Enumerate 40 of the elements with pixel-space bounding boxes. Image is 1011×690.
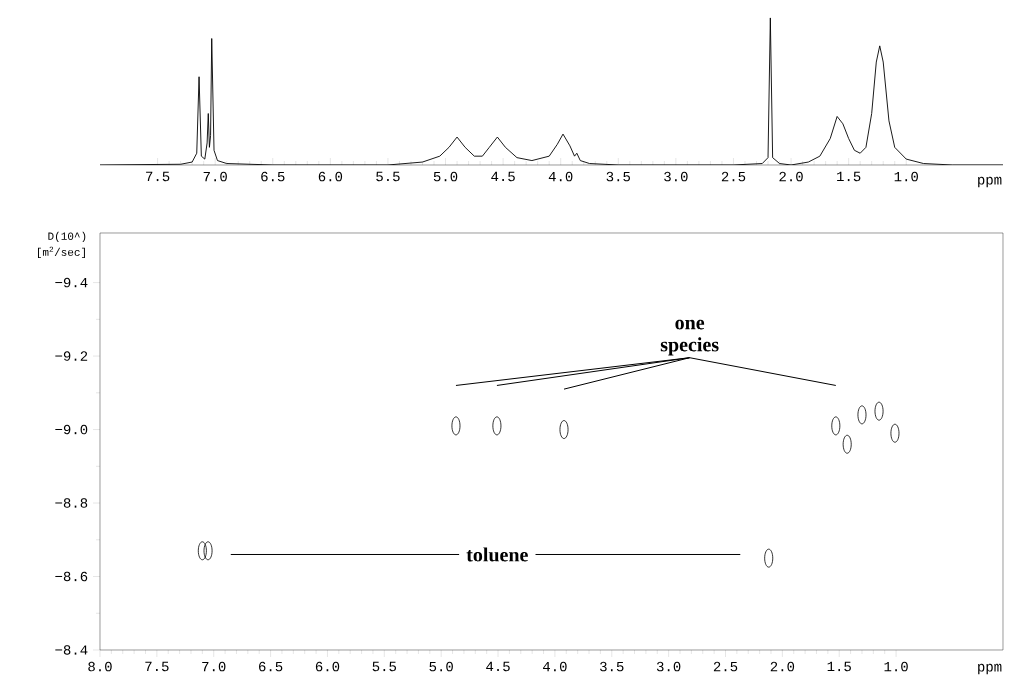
x-tick-label: 3.0 <box>664 171 688 182</box>
x-tick-label: 4.0 <box>543 661 567 672</box>
annotation: toluene <box>466 547 528 562</box>
x-tick-label: 2.5 <box>713 661 738 672</box>
x-tick-label: 1.0 <box>884 661 908 672</box>
x-tick-label: 8.0 <box>88 661 112 672</box>
x-tick-label: 3.5 <box>600 661 624 672</box>
x-tick-label: 6.0 <box>318 171 343 182</box>
x-tick-label: 5.5 <box>372 661 397 672</box>
x-tick-label: 5.5 <box>376 171 400 182</box>
y-tick-label: −8.8 <box>55 498 88 508</box>
x-tick-label: 7.0 <box>203 171 227 182</box>
x-tick-label: 2.5 <box>721 171 746 182</box>
x-tick-label: 6.5 <box>261 171 285 182</box>
y-tick-label: −8.4 <box>55 645 88 655</box>
x-tick-label: 7.5 <box>146 171 170 182</box>
x-tick-label: 6.0 <box>315 661 340 672</box>
x-tick-label: 1.0 <box>894 171 918 182</box>
y-tick-label: −9.2 <box>55 351 88 361</box>
x-tick-label: 4.5 <box>486 661 510 672</box>
x-tick-label: 3.0 <box>656 661 681 672</box>
x-tick-label: 6.5 <box>259 661 283 672</box>
x-axis-title: ppm <box>978 176 1002 188</box>
y-tick-label: −9.4 <box>55 277 88 288</box>
x-tick-label: 1.5 <box>827 661 851 672</box>
y-axis-title: D(10^) [m$^{2}$/sec] <box>38 231 86 259</box>
y-tick-label: −8.6 <box>55 571 88 582</box>
x-tick-label: 2.0 <box>779 171 803 182</box>
x-tick-label: 3.5 <box>606 171 631 182</box>
x-tick-label: 4.0 <box>548 171 573 182</box>
x-axis-title: ppm <box>978 663 1002 675</box>
x-tick-label: 2.0 <box>770 661 795 672</box>
x-tick-label: 5.0 <box>429 661 453 672</box>
y-tick-label: −9.0 <box>55 424 88 435</box>
x-tick-label: 4.5 <box>491 171 515 182</box>
x-tick-label: 1.5 <box>837 171 861 182</box>
x-tick-label: 5.0 <box>433 171 458 182</box>
x-tick-label: 7.5 <box>145 661 169 672</box>
annotation: one species <box>660 319 719 356</box>
x-tick-label: 7.0 <box>202 661 226 672</box>
